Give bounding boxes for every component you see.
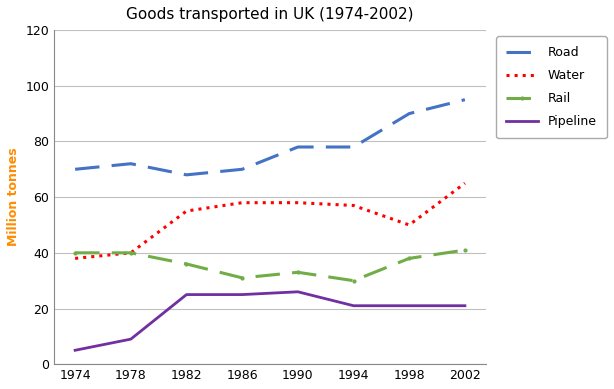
Water [127,251,134,255]
Water [350,203,357,208]
Pipeline [238,292,246,297]
Road [183,172,190,177]
Line: Road: Road [75,100,465,175]
Title: Goods transported in UK (1974-2002): Goods transported in UK (1974-2002) [126,7,414,22]
Water [238,200,246,205]
Rail [127,251,134,255]
Road [461,97,468,102]
Rail [461,248,468,252]
Rail [71,251,79,255]
Line: Rail: Rail [72,247,468,284]
Pipeline [350,303,357,308]
Water [461,181,468,186]
Road [238,167,246,172]
Rail [238,275,246,280]
Rail [350,278,357,283]
Road [127,161,134,166]
Line: Pipeline: Pipeline [75,292,465,350]
Pipeline [71,348,79,352]
Water [71,256,79,261]
Rail [405,256,413,261]
Water [183,209,190,214]
Pipeline [405,303,413,308]
Y-axis label: Million tonnes: Million tonnes [7,148,20,247]
Pipeline [461,303,468,308]
Legend: Road, Water, Rail, Pipeline: Road, Water, Rail, Pipeline [496,36,607,138]
Road [71,167,79,172]
Road [350,145,357,149]
Road [405,111,413,116]
Road [294,145,301,149]
Pipeline [183,292,190,297]
Water [405,223,413,227]
Rail [294,270,301,275]
Line: Water: Water [75,183,465,258]
Water [294,200,301,205]
Rail [183,262,190,266]
Pipeline [294,289,301,294]
Pipeline [127,337,134,342]
